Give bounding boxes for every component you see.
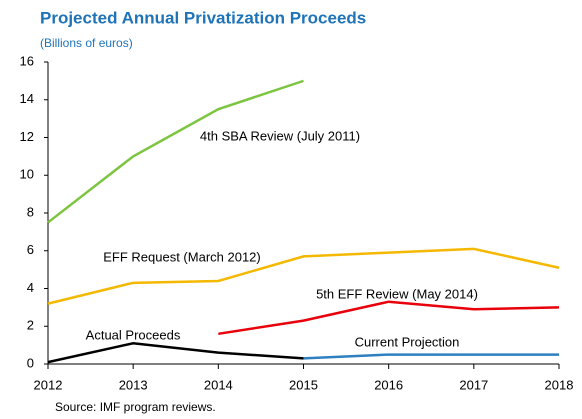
y-tick-label: 2 [27,318,34,333]
y-tick-label: 4 [27,280,34,295]
series-line [47,79,304,224]
x-tick-label: 2013 [119,377,148,392]
x-tick-label: 2016 [374,377,403,392]
x-tick-label: 2014 [204,377,233,392]
y-tick-label: 10 [20,167,34,182]
series-line [218,300,560,336]
x-tick-label: 2012 [34,377,63,392]
y-tick-label: 6 [27,242,34,257]
y-tick-label: 14 [20,91,34,106]
series-line [303,353,559,360]
series-label: 4th SBA Review (July 2011) [200,128,360,143]
y-tick-label: 12 [20,129,34,144]
y-tick-label: 16 [20,53,34,68]
chart-title: Projected Annual Privatization Proceeds [40,8,366,27]
series-label: 5th EFF Review (May 2014) [316,286,478,301]
x-tick-label: 2015 [289,377,318,392]
source-note: Source: IMF program reviews. [55,400,216,414]
series-label: EFF Request (March 2012) [103,249,261,264]
series-line [47,247,560,305]
y-tick-label: 0 [27,355,34,370]
x-tick-label: 2018 [545,377,574,392]
chart-subtitle: (Billions of euros) [40,36,133,50]
series-line [47,341,304,364]
series-label: Actual Proceeds [86,327,181,342]
series-label: Current Projection [355,334,460,349]
x-tick-label: 2017 [459,377,488,392]
y-tick-label: 8 [27,204,34,219]
